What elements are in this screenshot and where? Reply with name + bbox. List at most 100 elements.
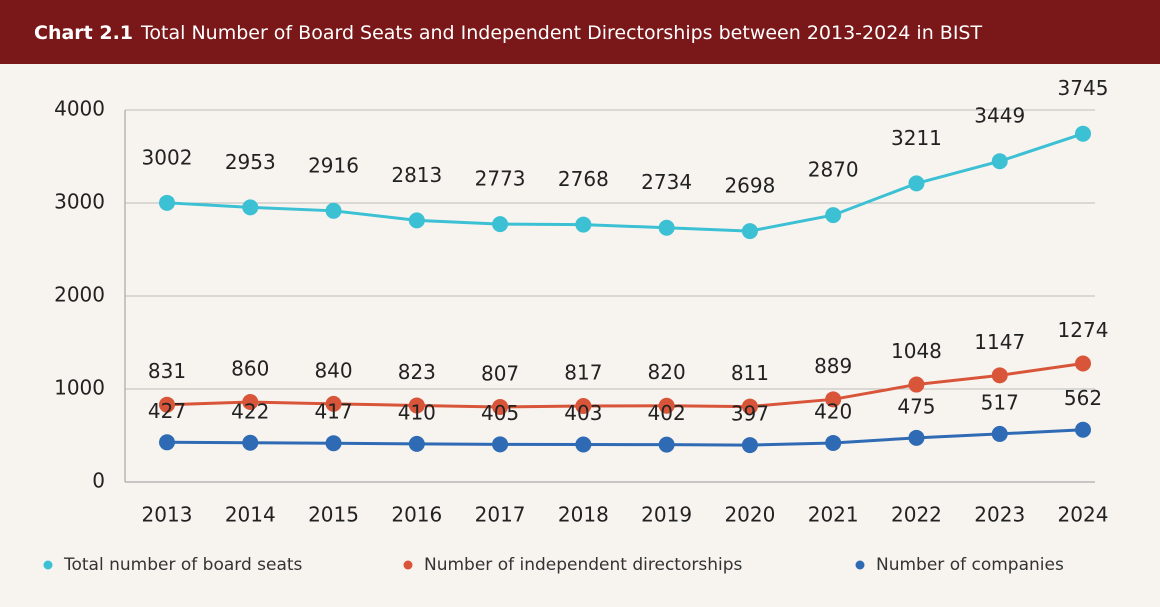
data-label: 562	[1064, 386, 1102, 410]
series-line	[166, 428, 1084, 447]
legend-label: Number of independent directorships	[424, 555, 742, 575]
data-point	[825, 207, 842, 224]
data-label: 410	[398, 400, 436, 424]
y-tick-label: 2000	[54, 283, 105, 307]
data-point	[908, 429, 925, 446]
data-label: 405	[481, 401, 519, 425]
data-point	[408, 397, 425, 414]
data-point	[325, 202, 342, 219]
data-point	[408, 435, 425, 452]
y-tick-label: 3000	[54, 190, 105, 214]
data-point	[741, 398, 758, 415]
data-point	[741, 223, 758, 240]
data-point	[658, 397, 675, 414]
data-label: 2916	[308, 153, 359, 177]
data-point	[658, 436, 675, 453]
data-point	[908, 175, 925, 192]
data-label: 427	[148, 399, 186, 423]
x-tick-label: 2013	[142, 503, 193, 527]
x-tick-label: 2014	[225, 503, 276, 527]
data-point	[242, 199, 259, 216]
data-point	[159, 194, 175, 211]
data-point	[825, 391, 842, 408]
legend-label: Number of companies	[876, 555, 1064, 575]
data-label: 860	[231, 357, 269, 381]
data-label: 3002	[142, 145, 193, 169]
data-point	[1075, 125, 1091, 142]
data-point	[325, 435, 342, 452]
data-point	[991, 367, 1008, 384]
data-label: 889	[814, 354, 852, 378]
data-point	[159, 396, 175, 413]
chart-label: Chart 2.1	[34, 22, 133, 44]
data-label: 2953	[225, 150, 276, 174]
y-tick-label: 4000	[54, 97, 105, 121]
data-point	[825, 434, 842, 451]
data-label: 2813	[391, 163, 442, 187]
series-line	[166, 132, 1084, 233]
x-tick-label: 2020	[724, 503, 775, 527]
data-label: 807	[481, 361, 519, 385]
series-line	[166, 362, 1084, 409]
data-point	[242, 434, 259, 451]
x-tick-label: 2021	[808, 503, 859, 527]
legend-marker	[855, 560, 865, 570]
x-tick-label: 2019	[641, 503, 692, 527]
data-point	[1075, 355, 1091, 372]
data-label: 2734	[641, 170, 692, 194]
data-label: 397	[731, 402, 769, 426]
data-label: 3745	[1058, 76, 1109, 100]
data-label: 2773	[475, 167, 526, 191]
y-tick-label: 0	[92, 469, 105, 493]
x-tick-label: 2016	[391, 503, 442, 527]
data-point	[991, 425, 1008, 442]
data-label: 1147	[974, 330, 1025, 354]
data-point	[492, 216, 509, 233]
data-label: 823	[398, 360, 436, 384]
legend-label: Total number of board seats	[63, 555, 303, 575]
x-tick-label: 2018	[558, 503, 609, 527]
data-point	[492, 436, 509, 453]
data-label: 3449	[974, 104, 1025, 128]
data-point	[408, 212, 425, 229]
data-label: 1048	[891, 339, 942, 363]
data-label: 402	[648, 401, 686, 425]
data-point	[908, 376, 925, 393]
chart-title: Total Number of Board Seats and Independ…	[140, 22, 982, 44]
data-label: 422	[231, 399, 269, 423]
data-point	[325, 395, 342, 412]
data-label: 817	[564, 361, 602, 385]
data-point	[1075, 421, 1091, 438]
data-label: 2870	[808, 158, 859, 182]
data-point	[575, 398, 592, 415]
x-tick-label: 2017	[475, 503, 526, 527]
x-tick-label: 2024	[1058, 503, 1109, 527]
data-point	[492, 398, 509, 415]
data-label: 2698	[724, 174, 775, 198]
chart-header: Chart 2.1 Total Number of Board Seats and…	[34, 22, 982, 44]
data-label: 820	[648, 360, 686, 384]
header-bar	[0, 0, 1160, 64]
data-point	[242, 394, 259, 411]
data-point	[575, 436, 592, 453]
y-tick-label: 1000	[54, 376, 105, 400]
data-point	[991, 153, 1008, 170]
legend-marker	[43, 560, 53, 570]
data-label: 3211	[891, 126, 942, 150]
data-point	[159, 434, 175, 451]
data-label: 417	[314, 400, 352, 424]
data-point	[575, 216, 592, 233]
legend-marker	[403, 560, 413, 570]
data-label: 831	[148, 359, 186, 383]
data-label: 1274	[1058, 318, 1109, 342]
data-label: 2768	[558, 167, 609, 191]
x-tick-label: 2015	[308, 503, 359, 527]
data-point	[658, 219, 675, 236]
data-label: 420	[814, 399, 852, 423]
x-tick-label: 2023	[974, 503, 1025, 527]
x-tick-label: 2022	[891, 503, 942, 527]
data-label: 403	[564, 401, 602, 425]
data-label: 475	[897, 394, 935, 418]
